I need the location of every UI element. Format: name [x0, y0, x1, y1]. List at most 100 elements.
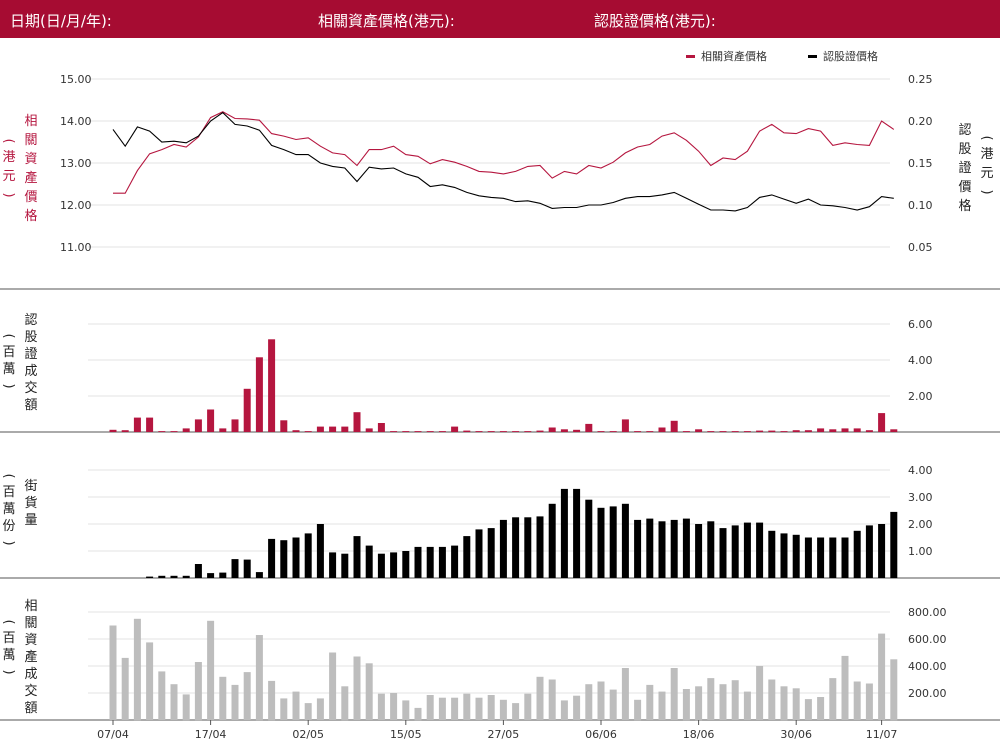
asset-price-label: 相關資產價格(港元): — [318, 12, 455, 30]
outstanding-axis-unit: 百 — [2, 485, 15, 500]
left-axis-label: 關 — [24, 133, 37, 148]
outstanding-bar — [402, 551, 410, 578]
x-tick-label: 18/06 — [683, 728, 715, 741]
asset-turnover-bar — [451, 697, 459, 720]
outstanding-bar — [304, 533, 312, 578]
left-axis-label: 產 — [24, 170, 37, 186]
warrant-turnover-bar — [597, 431, 605, 432]
outstanding-bar — [841, 537, 849, 578]
asset-turnover-bar — [463, 693, 471, 720]
right-axis-unit: 元 — [980, 166, 993, 181]
warrant-turnover-bar — [768, 430, 776, 432]
x-tick-label: 15/05 — [390, 728, 422, 741]
warrant-turnover-tick-label: 4.00 — [908, 354, 933, 367]
warrant-turnover-bar — [329, 426, 337, 432]
asset-turnover-bar — [377, 693, 385, 720]
warrant-turnover-bar — [280, 420, 288, 432]
warrant-turnover-bar — [743, 431, 751, 432]
outstanding-bar — [865, 525, 873, 578]
warrant-turnover-bar — [414, 431, 422, 432]
left-axis-label: 相 — [24, 114, 37, 129]
warrant-turnover-bar — [804, 430, 812, 432]
warrant-turnover-bar — [390, 431, 398, 432]
outstanding-bar — [499, 519, 507, 578]
warrant-turnover-bar — [853, 428, 861, 432]
warrant-turnover-axis-label: 認 — [24, 312, 37, 328]
outstanding-bar — [316, 524, 324, 578]
warrant-turnover-axis-label: 交 — [24, 380, 37, 396]
warrant-turnover-bar — [731, 431, 739, 432]
asset-turnover-bar — [536, 676, 544, 720]
right-tick-label: 0.25 — [908, 73, 933, 86]
outstanding-bar — [329, 552, 337, 578]
warrant-turnover-bar — [341, 426, 349, 432]
header-bar: 日期(日/月/年): 相關資產價格(港元): 認股證價格(港元): — [0, 0, 1000, 38]
axis-labels: 15.00 14.00 13.00 12.00 11.00 0.25 0.20 0.15 0.1… — [1, 73, 994, 716]
outstanding-bar — [341, 553, 349, 578]
outstanding-bar — [438, 546, 446, 578]
right-axis-label: 格 — [958, 198, 971, 214]
warrant-turnover-bar — [292, 430, 300, 432]
asset-turnover-bar — [670, 668, 678, 720]
asset-turnover-bar — [792, 688, 800, 720]
warrant-turnover-bar — [573, 429, 581, 432]
outstanding-tick-label: 3.00 — [908, 491, 933, 504]
asset-turnover-bar — [865, 683, 873, 720]
asset-turnover-bar — [609, 689, 617, 720]
outstanding-axis-label: 街 — [24, 479, 37, 494]
outstanding-bar — [414, 546, 422, 578]
asset-turnover-bar — [329, 652, 337, 720]
asset-turnover-bar — [402, 700, 410, 720]
asset-turnover-bar — [512, 703, 520, 720]
outstanding-bar — [646, 518, 654, 578]
warrant-turnover-bar — [353, 412, 361, 432]
left-axis-label: 資 — [24, 152, 37, 167]
asset-turnover-tick-label: 400.00 — [908, 660, 947, 673]
right-tick-label: 0.20 — [908, 115, 933, 128]
outstanding-bar — [475, 529, 483, 578]
asset-turnover-bar — [695, 686, 703, 721]
warrant-turnover-bar — [219, 428, 227, 432]
outstanding-bar — [817, 537, 825, 578]
chart-area: 相關資產價格 認股證價格 6.004.002.00 4.003.002.001.… — [0, 49, 1000, 741]
outstanding-bar — [890, 511, 898, 579]
legend-label-warrant: 認股證價格 — [823, 49, 878, 63]
right-tick-label: 0.05 — [908, 241, 933, 254]
warrant-turnover-axis-unit-paren-open: ( — [1, 333, 16, 338]
outstanding-bar — [670, 519, 678, 578]
asset-turnover-bar — [548, 679, 556, 720]
warrant-turnover-axis-unit-paren-close: ) — [1, 383, 16, 388]
warrant-turnover-bar — [304, 431, 312, 432]
warrant-turnover-axis-unit: 萬 — [2, 362, 15, 377]
asset-turnover-bar — [585, 684, 593, 720]
warrant-turnover-bar — [243, 388, 251, 432]
asset-turnover-bar — [682, 689, 690, 721]
warrant-turnover-bar — [158, 431, 166, 432]
warrant-turnover-bar — [182, 428, 190, 432]
warrant-turnover-bar — [829, 429, 837, 432]
outstanding-bar — [377, 553, 385, 578]
asset-turnover-bar — [621, 668, 629, 720]
asset-turnover-bar — [316, 698, 324, 720]
price-lines — [112, 111, 895, 212]
warrant-turnover-bar — [487, 431, 495, 432]
asset-turnover-axis-unit: 萬 — [2, 648, 15, 663]
outstanding-axis-unit-paren-open: ( — [1, 473, 16, 478]
warrant-turnover-bar — [756, 430, 764, 432]
outstanding-axis-unit: 份 — [2, 519, 15, 534]
asset-turnover-bar — [804, 699, 812, 720]
right-tick-label: 0.10 — [908, 199, 933, 212]
outstanding-bar — [560, 488, 568, 578]
warrant-turnover-bar — [621, 419, 629, 432]
warrant-turnover-bar — [890, 429, 898, 432]
outstanding-bar — [756, 522, 764, 578]
warrant-turnover-axis-label: 證 — [24, 346, 37, 362]
warrant-turnover-bar — [402, 431, 410, 432]
warrant-turnover-bar — [707, 431, 715, 432]
outstanding-bar — [792, 534, 800, 578]
asset-turnover-axis-label: 資 — [24, 633, 37, 648]
outstanding-bar — [219, 572, 227, 578]
outstanding-bar — [365, 545, 373, 578]
warrant-turnover-bar — [524, 431, 532, 432]
x-tick-label: 02/05 — [292, 728, 324, 741]
